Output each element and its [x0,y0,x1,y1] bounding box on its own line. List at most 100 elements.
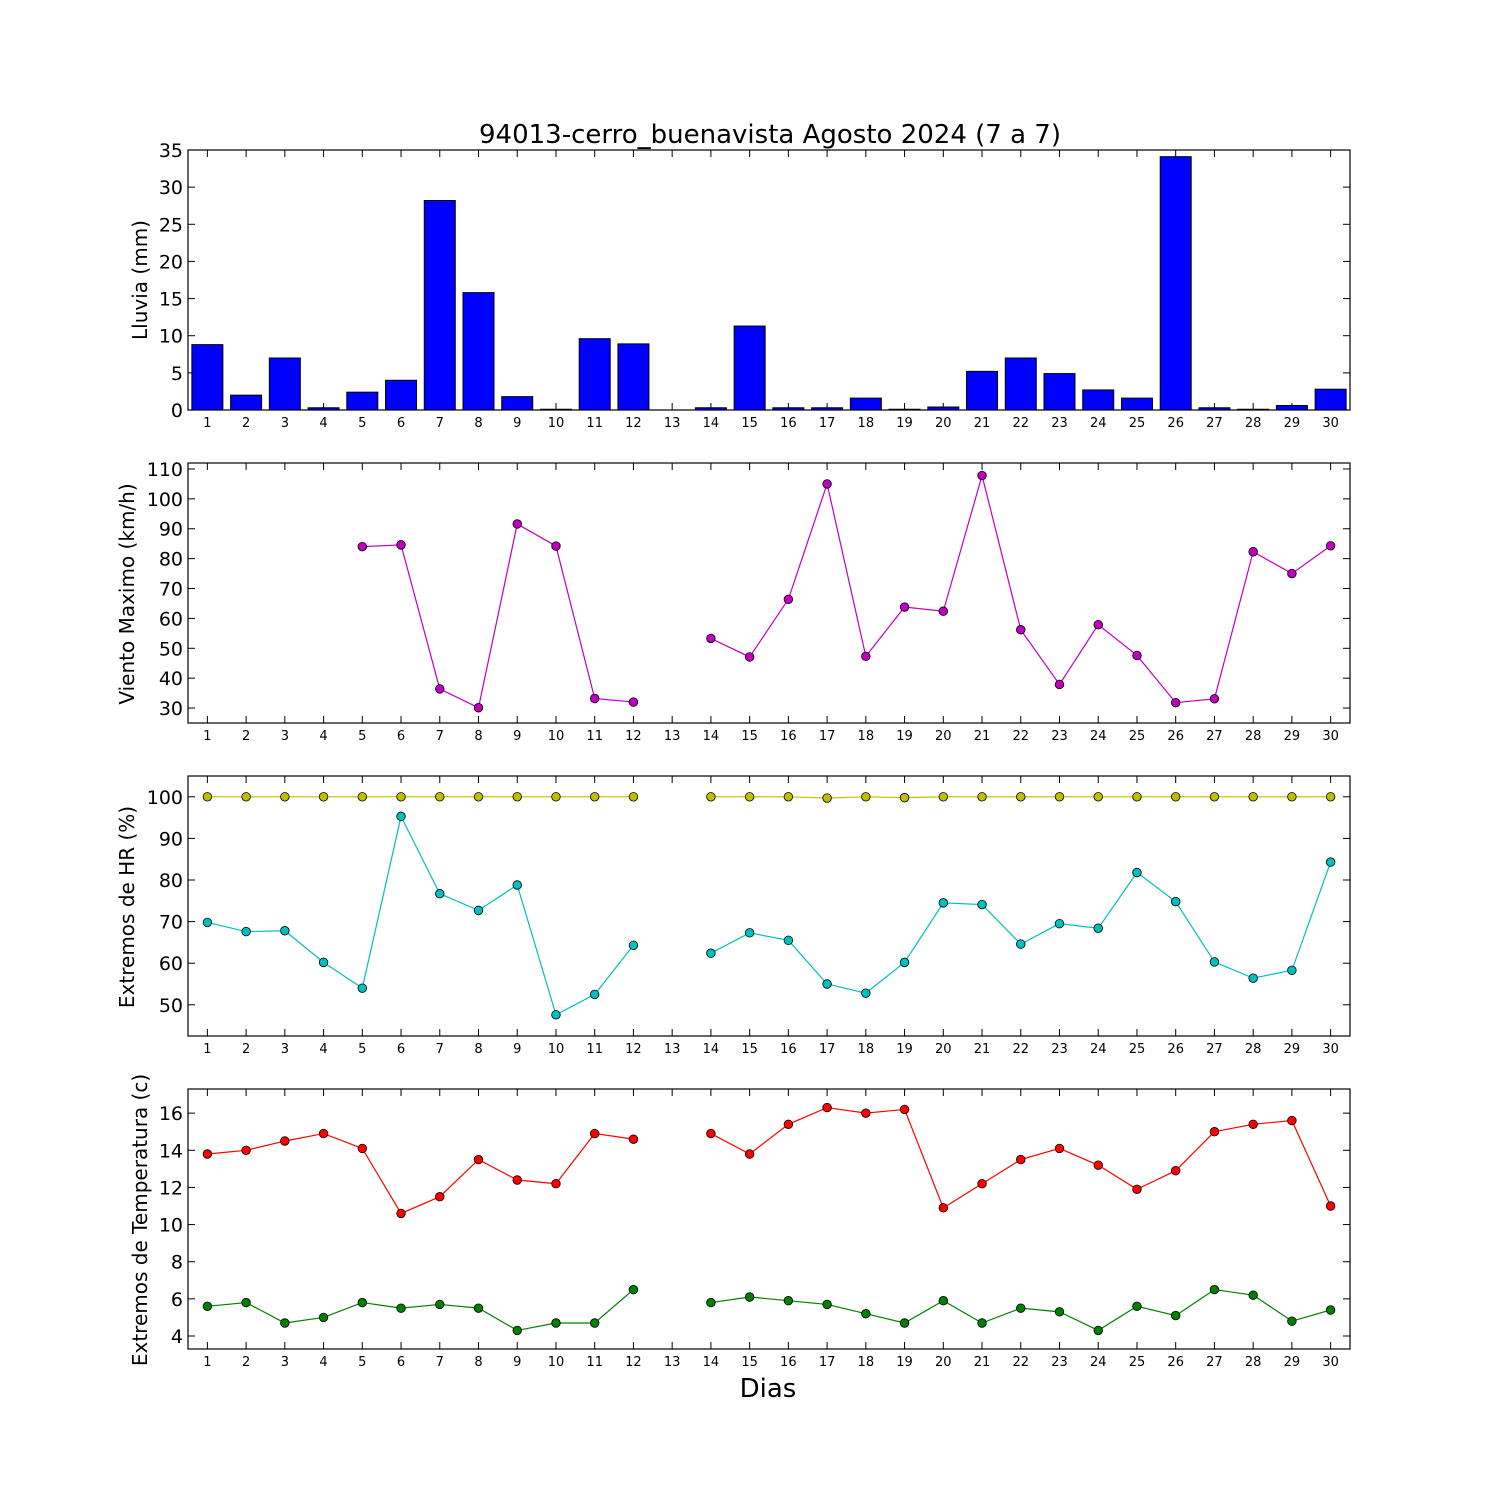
rain-xtick-label: 13 [664,416,681,431]
humidity-series-1-point [473,905,484,916]
humidity-xtick-label: 14 [703,1042,720,1057]
humidity-series-1-point [357,983,368,993]
rain-ytick-label: 35 [159,140,183,162]
humidity-xtick-label: 12 [625,1042,642,1057]
rain-bar [849,397,882,411]
rain-bar [1004,357,1037,411]
humidity-series-0-point [241,792,251,802]
wind-series-0-point [590,693,600,704]
temperature-xtick-label: 26 [1167,1355,1184,1370]
temperature-series-0-point [512,1175,522,1185]
wind-series-0-point [435,684,445,694]
humidity-xtick-label: 10 [548,1042,565,1057]
temperature-series-0-point [357,1143,368,1154]
humidity-series-1-point [628,940,639,951]
temperature-series-1-point [783,1296,794,1306]
temperature-series-0-point [1170,1166,1181,1176]
humidity-xtick-label: 8 [474,1042,482,1057]
humidity-series-0-point [551,792,561,802]
temperature-series-0-point [1209,1127,1220,1137]
temperature-series-1-point [1093,1325,1103,1336]
temperature-series-0-point [783,1119,794,1129]
humidity-series-1-point [706,948,716,958]
temperature-series-1-point [590,1318,600,1328]
wind-xtick-label: 1 [203,729,211,744]
temperature-series-0-point [202,1149,213,1159]
humidity-series-1-point [1132,867,1142,878]
rain-xtick-label: 17 [819,416,836,431]
humidity-series-1-point [1093,923,1103,933]
humidity-series-1-point [590,989,600,1000]
rain-bar [423,200,456,411]
humidity-xtick-label: 22 [1012,1042,1029,1057]
humidity-ytick-label: 60 [159,953,183,975]
rain-bar [191,344,224,411]
temperature-series-0-point [861,1108,871,1118]
rain-xtick-label: 25 [1129,416,1146,431]
humidity-series-0-point [202,792,213,802]
wind-xtick-label: 13 [664,729,681,744]
wind-ytick-label: 90 [159,519,183,541]
humidity-series-1-point [280,926,290,936]
wind-xtick-label: 11 [586,729,603,744]
wind-series-0-point [783,594,794,604]
humidity-series-0-point [938,792,949,802]
humidity-xtick-label: 20 [935,1042,952,1057]
temperature-xtick-label: 12 [625,1355,642,1370]
wind-panel: Viento Maximo (km/h) 3040506070809010011… [115,459,1351,744]
rain-bar [966,370,999,411]
temperature-xtick-label: 9 [513,1355,521,1370]
rain-ytick-label: 30 [159,177,183,199]
humidity-series-1-point [202,917,213,928]
humidity-xtick-label: 21 [974,1042,991,1057]
temperature-xtick-label: 5 [358,1355,366,1370]
rain-plot-frame [187,149,1351,411]
humidity-series-0-point [744,792,755,802]
rain-xtick-label: 3 [281,416,289,431]
rain-xtick-label: 20 [935,416,952,431]
humidity-series-1-point [1054,918,1065,929]
rain-ytick-label: 0 [171,400,183,422]
wind-series-0-point [473,703,484,713]
rain-xtick-label: 16 [780,416,797,431]
rain-bar [733,325,766,411]
wind-xtick-label: 16 [780,729,797,744]
temperature-ytick-label: 8 [171,1252,183,1274]
wind-xtick-label: 29 [1284,729,1301,744]
temperature-series-1-point [241,1297,251,1308]
temperature-xtick-label: 4 [319,1355,327,1370]
humidity-series-1-line [207,814,634,1016]
humidity-series-0-point [473,792,484,802]
humidity-series-0-point [1016,792,1026,802]
rain-xtick-label: 22 [1012,416,1029,431]
temperature-series-1-point [744,1292,755,1302]
rain-bar [694,407,727,411]
temperature-xtick-label: 27 [1206,1355,1223,1370]
wind-xtick-label: 4 [319,729,327,744]
wind-series-0-point [1016,625,1026,635]
rain-xtick-label: 4 [319,416,327,431]
humidity-series-0-point [1054,792,1065,802]
rain-xtick-label: 8 [474,416,482,431]
rain-xtick-label: 28 [1245,416,1262,431]
wind-xtick-label: 15 [741,729,758,744]
temperature-series-1-point [861,1309,871,1319]
rain-bar [462,292,495,411]
rain-bar [578,338,611,411]
humidity-series-0-point [628,792,639,802]
rain-bar [927,406,960,411]
temperature-series-0-point [706,1128,716,1139]
rain-bar [617,343,650,411]
wind-series-0-point [1248,547,1258,557]
temperature-xtick-label: 10 [548,1355,565,1370]
wind-xtick-label: 9 [513,729,521,744]
wind-plot-frame [187,462,1351,724]
temperature-xtick-label: 25 [1129,1355,1146,1370]
temperature-series-0-point [1248,1119,1258,1129]
temperature-series-1-point [1325,1305,1336,1315]
temperature-series-1-point [1170,1310,1181,1321]
temperature-xtick-label: 21 [974,1355,991,1370]
wind-series-0-point [1209,694,1220,704]
temperature-xtick-label: 19 [896,1355,913,1370]
wind-xtick-label: 2 [242,729,250,744]
